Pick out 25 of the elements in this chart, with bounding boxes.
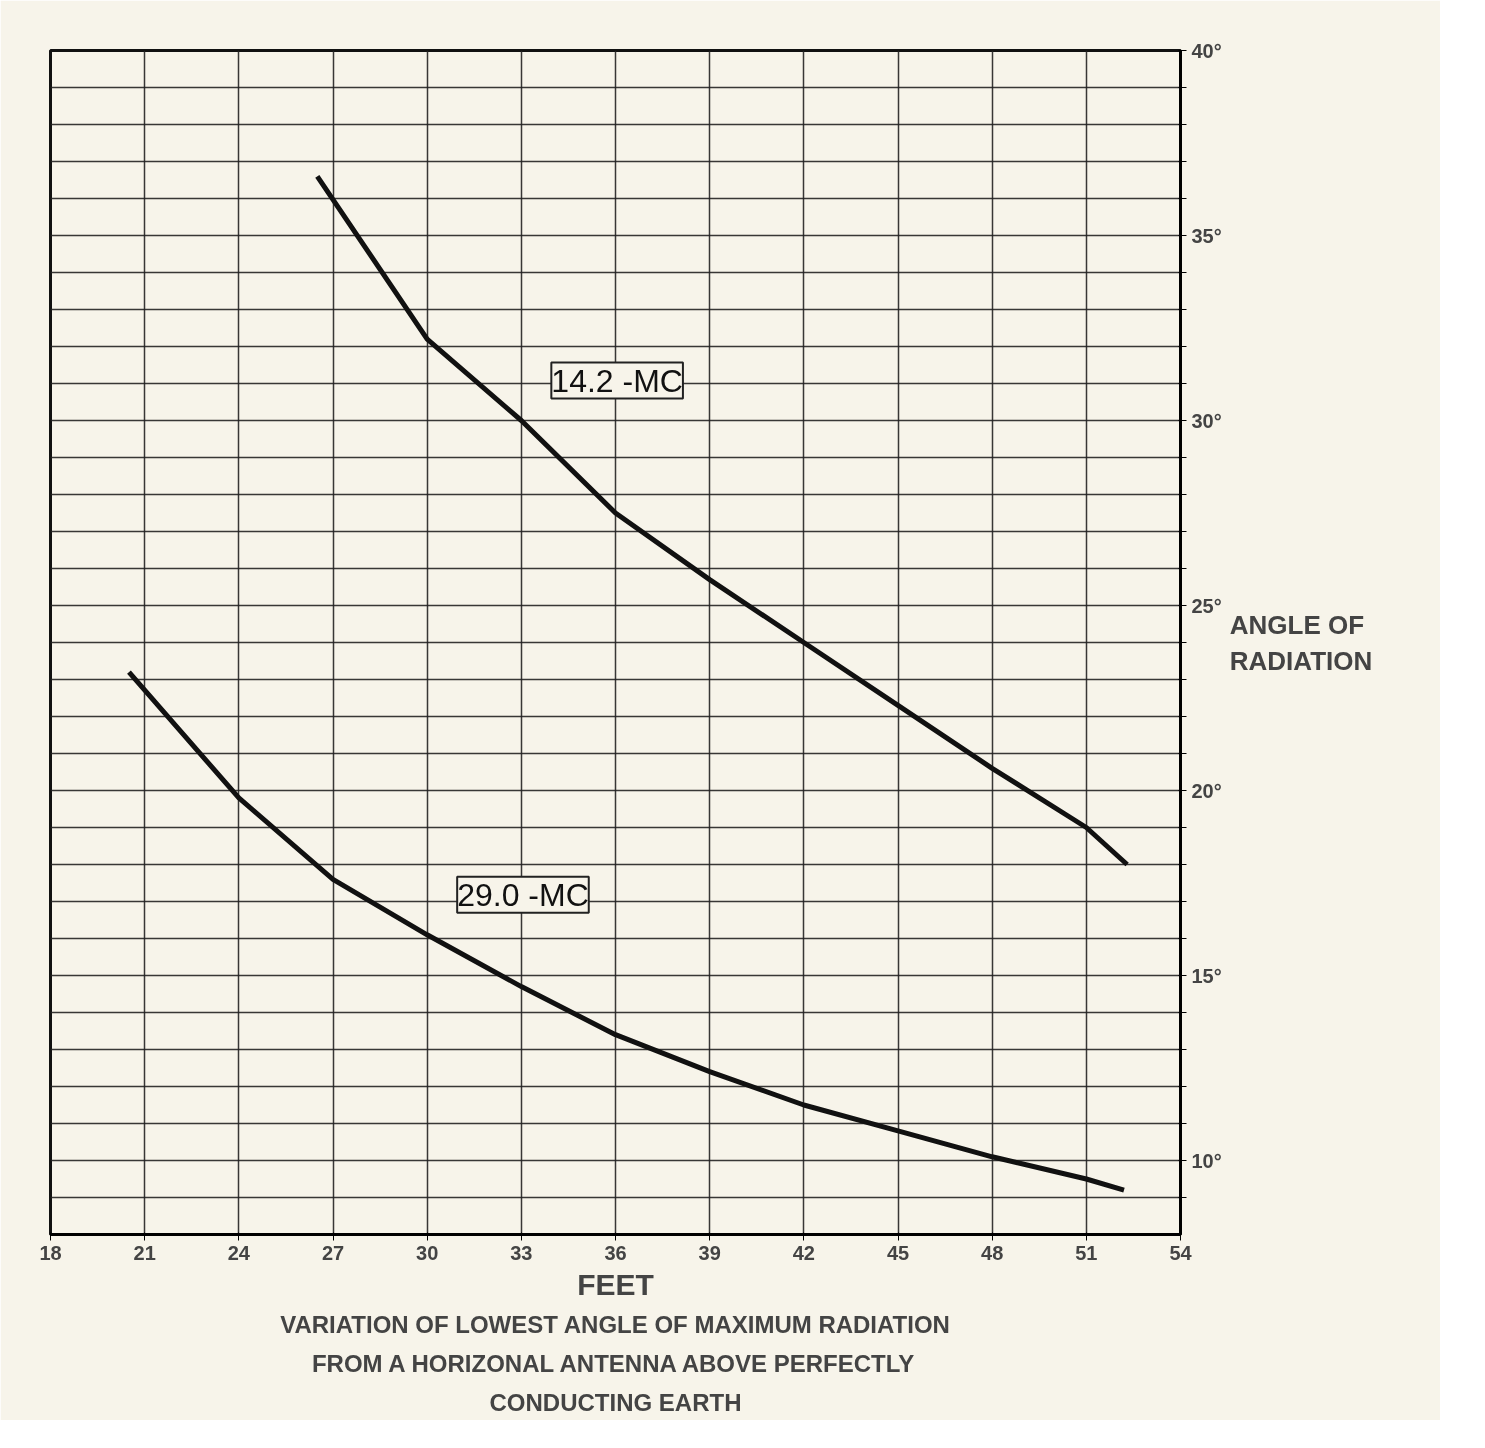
x-tick-label: 39: [698, 1241, 721, 1264]
y-tick-label: 35°: [1191, 224, 1222, 247]
x-tick-label: 54: [1169, 1241, 1193, 1264]
y-tick-label: 40°: [1191, 39, 1222, 62]
x-tick-label: 27: [321, 1241, 345, 1264]
x-axis-title: FEET: [577, 1267, 654, 1301]
y-tick-label: 15°: [1191, 964, 1222, 987]
y-tick-label: 20°: [1191, 779, 1222, 802]
y-tick-label: 30°: [1191, 409, 1222, 432]
x-tick-label: 24: [227, 1241, 251, 1264]
y-axis-title: ANGLE OF RADIATION: [1229, 609, 1373, 676]
x-tick-label: 30: [416, 1241, 439, 1264]
x-tick-label: 36: [604, 1241, 627, 1264]
series-label: 14.2 -MC: [551, 362, 683, 399]
x-tick-label: 48: [981, 1241, 1004, 1264]
text: VARIATION OF LOWEST ANGLE OF MAXIMUM RADIATION FROM A HORIZONAL ANTENNA ABOVE PERFECTLY CONDUCTING EARTH: [280, 1310, 950, 1416]
x-tick-label: 42: [792, 1241, 815, 1264]
y-tick-label: 25°: [1191, 594, 1222, 617]
x-tick-label: 21: [133, 1241, 156, 1264]
y-tick-label: 10°: [1191, 1149, 1222, 1172]
x-tick-label: 51: [1075, 1241, 1098, 1264]
x-tick-label: 45: [886, 1241, 910, 1264]
series-label: 29.0 -MC: [457, 876, 589, 913]
x-tick-label: 33: [510, 1241, 533, 1264]
x-tick-label: 18: [39, 1241, 62, 1264]
